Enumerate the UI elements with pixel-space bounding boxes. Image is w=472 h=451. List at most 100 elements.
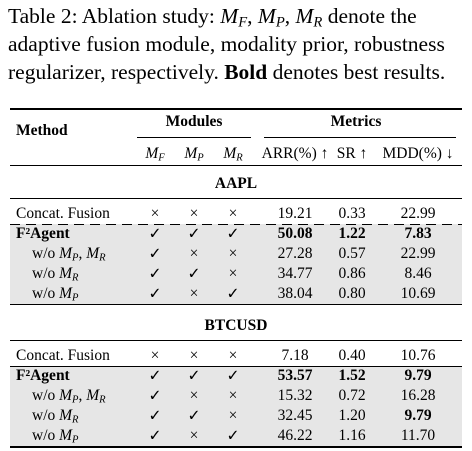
math: MR — [59, 265, 79, 284]
row-shade — [10, 264, 462, 284]
subscript: R — [99, 394, 106, 406]
table-cell: 8.46 — [404, 265, 432, 282]
symbol: M — [184, 145, 198, 162]
math: MR — [223, 145, 243, 164]
table-cell: 0.86 — [338, 265, 366, 282]
table-cell: 1.16 — [338, 427, 366, 444]
table-cell: × — [189, 245, 199, 262]
method-cell: w/o MR — [32, 265, 78, 283]
caption-text: denotes best results. — [272, 60, 446, 84]
table-cell: ✓ — [187, 225, 201, 243]
method-cell: w/o MP, MR — [32, 245, 106, 263]
row-shade — [10, 366, 462, 386]
symbol: M — [223, 145, 237, 162]
math: MP — [59, 387, 78, 405]
table-cell: 11.70 — [400, 427, 436, 444]
table-cell: × — [228, 407, 238, 424]
table-cell: ✓ — [148, 367, 162, 385]
subscript: F — [238, 14, 248, 31]
table-cell: 27.28 — [277, 245, 313, 262]
header-method: Method — [16, 122, 68, 139]
table-cell: × — [189, 387, 199, 404]
caption-text: , — [247, 4, 258, 28]
symbol: M — [257, 4, 276, 28]
text: w/o — [32, 427, 60, 444]
symbol: M — [86, 245, 100, 262]
subscript: R — [72, 414, 79, 426]
math: MP — [59, 245, 79, 264]
symbol: M — [59, 285, 73, 302]
symbol: M — [145, 145, 159, 162]
table-cell: × — [228, 387, 238, 404]
method-cell: Concat. Fusion — [16, 205, 110, 223]
math: MF — [145, 145, 164, 163]
table-cell: ✓ — [226, 427, 240, 445]
table-cell: 16.28 — [400, 387, 436, 404]
rule — [10, 165, 462, 166]
table-cell: ✓ — [148, 245, 162, 263]
table-cell: 0.80 — [338, 285, 366, 302]
subscript: P — [72, 292, 79, 304]
caption-text: Table 2: Ablation study: — [8, 4, 221, 28]
symbol: M — [59, 387, 73, 404]
method-cell: w/o MP — [32, 285, 78, 303]
text: w/o — [32, 265, 60, 282]
subscript: P — [72, 252, 79, 264]
symbol: M — [295, 4, 314, 28]
table-cell: 0.33 — [338, 205, 366, 222]
table-cell: × — [228, 265, 238, 282]
table-cell: × — [189, 427, 199, 444]
symbol: M — [86, 387, 100, 404]
rule — [10, 108, 462, 110]
row-shade — [10, 386, 462, 406]
table-cell: 9.79 — [404, 407, 432, 424]
table-cell: 7.83 — [404, 225, 432, 242]
text: , — [78, 245, 87, 262]
table-cell: 15.32 — [277, 387, 313, 404]
caption: Table 2: Ablation study: MF, MP, MR deno… — [8, 2, 470, 86]
symbol: M — [220, 4, 239, 28]
table-cell: × — [189, 347, 199, 364]
table-cell: 0.57 — [338, 245, 366, 262]
table-cell: ✓ — [148, 427, 162, 445]
table-cell: 1.52 — [338, 367, 366, 384]
table-cell: 10.76 — [400, 347, 436, 364]
math: MP — [184, 145, 203, 163]
header-modules: Modules — [165, 113, 223, 130]
math: MP — [59, 285, 79, 304]
header-metrics: Metrics — [330, 113, 382, 130]
subscript: R — [72, 272, 79, 284]
caption-text: adaptive fusion module, modality prior, … — [8, 32, 445, 56]
table-cell: ✓ — [148, 225, 162, 243]
row-shade — [10, 284, 462, 304]
subscript: R — [99, 252, 106, 264]
table-cell: × — [228, 205, 238, 222]
text: SR ↑ — [336, 145, 368, 162]
table-cell: × — [189, 285, 199, 302]
group-name: BTCUSD — [204, 317, 268, 334]
math: MR — [86, 245, 106, 264]
symbol: M — [59, 265, 73, 282]
table-cell: 32.45 — [277, 407, 313, 424]
subscript: R — [236, 152, 243, 164]
text: F²Agent — [16, 225, 70, 242]
row-shade — [10, 224, 462, 244]
text: ARR(%) ↑ — [261, 145, 329, 162]
symbol: M — [59, 407, 73, 424]
method-cell: w/o MP, MR — [32, 387, 106, 405]
table-cell: × — [228, 245, 238, 262]
column-header: MR — [223, 145, 242, 163]
math: MP — [257, 4, 285, 30]
method-cell: w/o MP — [32, 427, 78, 445]
method-cell: F²Agent — [16, 225, 70, 243]
table-cell: 1.22 — [338, 225, 366, 242]
caption-bold: Bold — [224, 60, 268, 84]
rule — [10, 198, 462, 199]
symbol: M — [59, 245, 73, 262]
table-cell: ✓ — [226, 285, 240, 303]
column-header: ARR(%) ↑ — [262, 145, 329, 163]
table-cell: 10.69 — [400, 285, 436, 302]
subscript: P — [72, 434, 79, 446]
table-cell: 7.18 — [281, 347, 309, 364]
